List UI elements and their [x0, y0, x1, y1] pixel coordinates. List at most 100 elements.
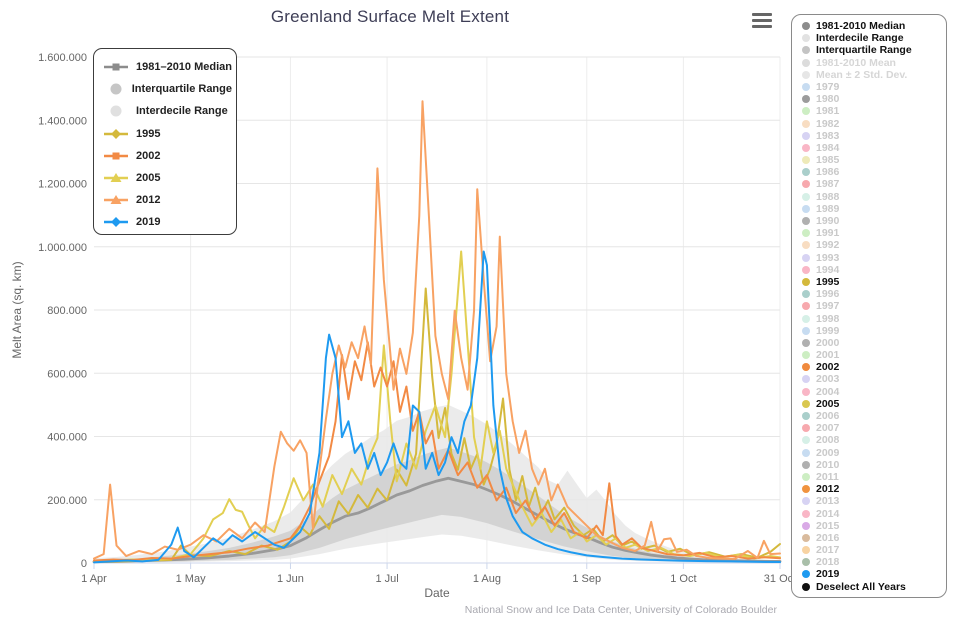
- sidebar-item-2016[interactable]: 2016: [802, 532, 940, 544]
- sidebar-item-label: 1990: [816, 215, 840, 228]
- sidebar-item-1990[interactable]: 1990: [802, 215, 940, 227]
- sidebar-item-label: 1998: [816, 312, 840, 325]
- sidebar-item-label: 2013: [816, 495, 840, 508]
- sidebar-item-label: 2011: [816, 470, 839, 483]
- legend-item-2002[interactable]: 2002: [103, 145, 232, 167]
- sidebar-item-label: 1995: [816, 275, 840, 288]
- sidebar-item-label: 2008: [816, 434, 840, 447]
- sidebar-item-1981-2010-median[interactable]: 1981-2010 Median: [802, 20, 940, 32]
- sidebar-item-label: 2017: [816, 544, 840, 557]
- sidebar-item-mean-2-std-dev-[interactable]: Mean ± 2 Std. Dev.: [802, 69, 940, 81]
- sidebar-item-2008[interactable]: 2008: [802, 434, 940, 446]
- sidebar-item-label: 1983: [816, 129, 840, 142]
- sidebar-item-2000[interactable]: 2000: [802, 337, 940, 349]
- legend-item-1981-2010-median[interactable]: 1981–2010 Median: [103, 56, 232, 78]
- sidebar-item-2003[interactable]: 2003: [802, 373, 940, 385]
- legend-item-label: Interdecile Range: [136, 105, 228, 118]
- sidebar-item-1992[interactable]: 1992: [802, 239, 940, 251]
- sidebar-item-label: 2018: [816, 556, 840, 569]
- sidebar-item-label: 2015: [816, 519, 840, 532]
- sidebar-item-1996[interactable]: 1996: [802, 288, 940, 300]
- sidebar-item-label: 2012: [816, 483, 840, 496]
- y-tick-label: 0: [81, 558, 87, 570]
- series-2005: [93, 250, 781, 563]
- line-diamond-marker-icon: [104, 217, 128, 228]
- sidebar-item-2014[interactable]: 2014: [802, 508, 940, 520]
- legend-item-interdecile-range[interactable]: Interdecile Range: [103, 100, 232, 122]
- sidebar-item-1988[interactable]: 1988: [802, 191, 940, 203]
- sidebar-item-1987[interactable]: 1987: [802, 178, 940, 190]
- year-dot-icon: [802, 22, 810, 31]
- sidebar-item-deselect-all-years[interactable]: Deselect All Years: [802, 581, 940, 593]
- sidebar-item-label: 1979: [816, 80, 840, 93]
- sidebar-item-2006[interactable]: 2006: [802, 410, 940, 422]
- sidebar-item-2009[interactable]: 2009: [802, 447, 940, 459]
- legend-item-1995[interactable]: 1995: [103, 123, 232, 145]
- sidebar-item-2018[interactable]: 2018: [802, 556, 940, 568]
- year-dot-icon: [802, 582, 810, 591]
- sidebar-item-2012[interactable]: 2012: [802, 483, 940, 495]
- sidebar-item-2005[interactable]: 2005: [802, 398, 940, 410]
- sidebar-item-2010[interactable]: 2010: [802, 459, 940, 471]
- sidebar-item-2007[interactable]: 2007: [802, 422, 940, 434]
- sidebar-item-2001[interactable]: 2001: [802, 349, 940, 361]
- sidebar-item-1981[interactable]: 1981: [802, 105, 940, 117]
- sidebar-item-label: 1981-2010 Median: [816, 20, 906, 33]
- sidebar-item-label: 2002: [816, 361, 840, 374]
- sidebar-item-1979[interactable]: 1979: [802, 81, 940, 93]
- legend-item-2012[interactable]: 2012: [103, 189, 232, 211]
- sidebar-item-1984[interactable]: 1984: [802, 142, 940, 154]
- y-tick-label: 1.600.000: [38, 52, 87, 64]
- sidebar-item-1993[interactable]: 1993: [802, 252, 940, 264]
- hamburger-menu-icon[interactable]: [752, 13, 774, 31]
- sidebar-item-label: 1986: [816, 166, 840, 179]
- sidebar-item-2002[interactable]: 2002: [802, 361, 940, 373]
- sidebar-item-1982[interactable]: 1982: [802, 118, 940, 130]
- sidebar-item-label: 1993: [816, 251, 840, 264]
- x-tick-label: 1 Aug: [473, 573, 501, 585]
- line-square-marker-icon: [104, 152, 128, 160]
- sidebar-item-2013[interactable]: 2013: [802, 495, 940, 507]
- sidebar-item-label: 1992: [816, 239, 840, 252]
- sidebar-item-label: 1987: [816, 178, 840, 191]
- sidebar-item-interdecile-range[interactable]: Interdecile Range: [802, 32, 940, 44]
- sidebar-item-1985[interactable]: 1985: [802, 154, 940, 166]
- year-dot-icon: [802, 95, 810, 104]
- sidebar-item-label: 1989: [816, 202, 840, 215]
- x-tick-label: 1 Apr: [81, 573, 107, 585]
- x-tick-label: 1 Jul: [375, 573, 398, 585]
- sidebar-item-2017[interactable]: 2017: [802, 544, 940, 556]
- year-dot-icon: [802, 387, 810, 396]
- legend-item-2005[interactable]: 2005: [103, 167, 232, 189]
- legend-item-2019[interactable]: 2019: [103, 211, 232, 233]
- sidebar-item-1999[interactable]: 1999: [802, 325, 940, 337]
- series-1981-2010-Median: [92, 476, 782, 564]
- sidebar-item-interquartile-range[interactable]: Interquartile Range: [802, 44, 940, 56]
- sidebar-item-label: 2003: [816, 373, 840, 386]
- x-tick-label: 1 Jun: [277, 573, 304, 585]
- sidebar-item-2015[interactable]: 2015: [802, 520, 940, 532]
- y-tick-label: 1.200.000: [38, 179, 87, 191]
- sidebar-item-label: Interquartile Range: [816, 44, 912, 57]
- sidebar-item-1994[interactable]: 1994: [802, 264, 940, 276]
- legend-item-label: 2012: [136, 194, 161, 207]
- sidebar-item-1997[interactable]: 1997: [802, 300, 940, 312]
- sidebar-item-label: 1996: [816, 288, 840, 301]
- sidebar-item-2011[interactable]: 2011: [802, 471, 940, 483]
- legend-item-interquartile-range[interactable]: Interquartile Range: [103, 78, 232, 100]
- line-triangle-marker-icon: [104, 195, 128, 205]
- sidebar-item-1991[interactable]: 1991: [802, 227, 940, 239]
- sidebar-item-1995[interactable]: 1995: [802, 276, 940, 288]
- sidebar-item-1998[interactable]: 1998: [802, 313, 940, 325]
- sidebar-item-2004[interactable]: 2004: [802, 386, 940, 398]
- sidebar-item-1989[interactable]: 1989: [802, 203, 940, 215]
- sidebar-item-label: 2006: [816, 410, 840, 423]
- sidebar-item-1986[interactable]: 1986: [802, 166, 940, 178]
- sidebar-item-1981-2010-mean[interactable]: 1981-2010 Mean: [802, 57, 940, 69]
- sidebar-item-1983[interactable]: 1983: [802, 130, 940, 142]
- year-dot-icon: [802, 363, 810, 372]
- year-dot-icon: [802, 82, 810, 91]
- sidebar-item-1980[interactable]: 1980: [802, 93, 940, 105]
- sidebar-item-2019[interactable]: 2019: [802, 568, 940, 580]
- sidebar-item-label: 1982: [816, 117, 840, 130]
